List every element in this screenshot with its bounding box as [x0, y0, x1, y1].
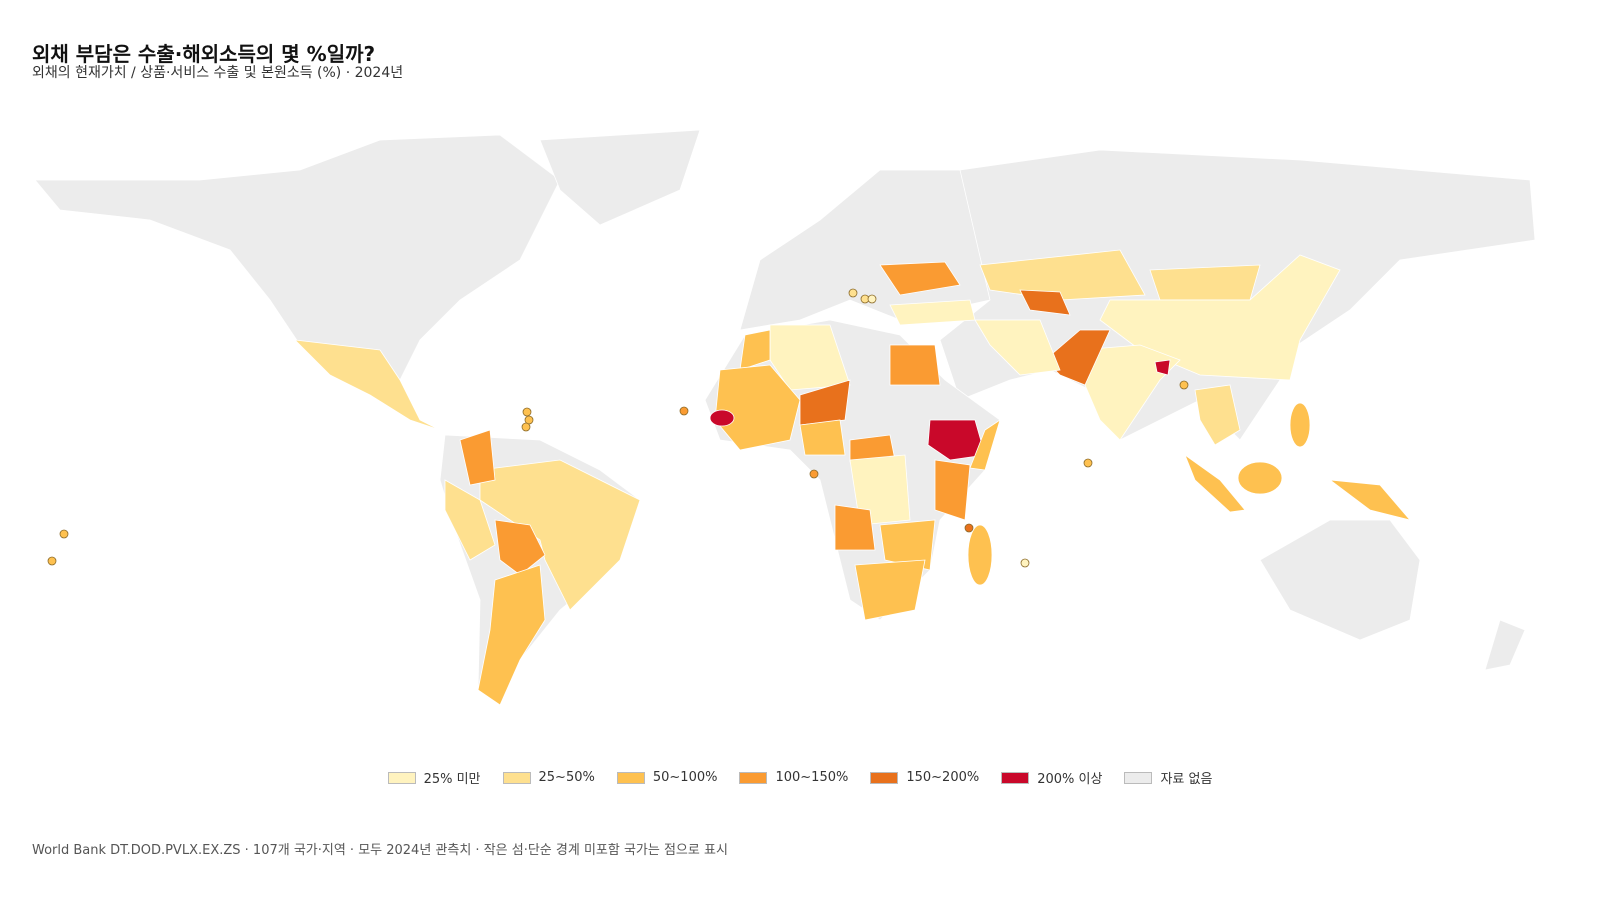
legend-label: 자료 없음 [1160, 772, 1213, 787]
legend-item: 150~200% [870, 768, 979, 787]
legend-item: 50~100% [616, 768, 718, 787]
legend-label: 25~50% [538, 770, 595, 785]
country [969, 419, 1001, 471]
country-dot [964, 523, 974, 533]
country-dot [1083, 458, 1093, 468]
legend-swatch [502, 771, 531, 784]
country-dot [848, 288, 858, 298]
legend-swatch [616, 771, 645, 784]
country [1099, 254, 1341, 381]
country [1289, 402, 1311, 448]
legend-item: 25~50% [502, 768, 595, 787]
land [1259, 519, 1421, 641]
country-dot [679, 406, 689, 416]
legend-label: 150~200% [906, 770, 980, 785]
title: 외채 부담은 수출·해외소득의 몇 %일까? [32, 42, 376, 66]
country [459, 429, 496, 486]
country [889, 344, 941, 386]
source-note: World Bank DT.DOD.PVLX.EX.ZS · 107개 국가·지… [32, 843, 728, 858]
country [879, 261, 961, 296]
country-dot [867, 294, 877, 304]
country-dot [1020, 558, 1030, 568]
country [889, 299, 976, 326]
country [709, 409, 735, 427]
country [1019, 289, 1071, 316]
country [477, 564, 546, 706]
subtitle: 외채의 현재가치 / 상품·서비스 수출 및 본원소득 (%) · 2024년 [32, 65, 404, 81]
country [1149, 264, 1261, 301]
country [1044, 329, 1111, 386]
country [934, 459, 971, 521]
legend: 25% 미만 25~50% 50~100% 100~150% 150~200% 200% … [0, 768, 1600, 787]
country [979, 249, 1146, 301]
land [539, 129, 701, 226]
country [799, 419, 846, 456]
legend-label: 25% 미만 [423, 772, 481, 787]
country [1194, 384, 1241, 446]
country [834, 504, 876, 551]
country [1237, 461, 1283, 495]
world-map [34, 129, 1536, 706]
legend-swatch [1001, 771, 1030, 784]
country [927, 419, 986, 461]
legend-swatch [870, 771, 899, 784]
country [967, 524, 993, 586]
legend-swatch [387, 771, 416, 784]
country [293, 339, 441, 431]
legend-item: 200% 이상 [1001, 768, 1102, 787]
country [849, 454, 911, 526]
country [494, 519, 546, 576]
land [34, 134, 561, 386]
legend-label: 200% 이상 [1037, 772, 1103, 787]
country-dot [47, 556, 57, 566]
country [1184, 453, 1246, 513]
country [479, 459, 641, 611]
legend-swatch [1124, 771, 1153, 784]
legend-item: 자료 없음 [1124, 768, 1212, 787]
country-dot [521, 422, 531, 432]
country-dot [1179, 380, 1189, 390]
country [854, 559, 926, 621]
legend-item: 25% 미만 [387, 768, 481, 787]
land [1484, 619, 1526, 671]
legend-label: 100~150% [775, 770, 849, 785]
country [974, 319, 1061, 376]
legend-swatch [739, 771, 768, 784]
country [1079, 344, 1181, 441]
country [1154, 359, 1171, 376]
country [444, 479, 496, 561]
country [739, 329, 771, 371]
country [799, 379, 851, 426]
country [1328, 479, 1412, 521]
country-dot [809, 469, 819, 479]
country-dot [522, 407, 532, 417]
legend-label: 50~100% [652, 770, 718, 785]
country-dot [59, 529, 69, 539]
country [879, 519, 936, 571]
legend-item: 100~150% [739, 768, 848, 787]
